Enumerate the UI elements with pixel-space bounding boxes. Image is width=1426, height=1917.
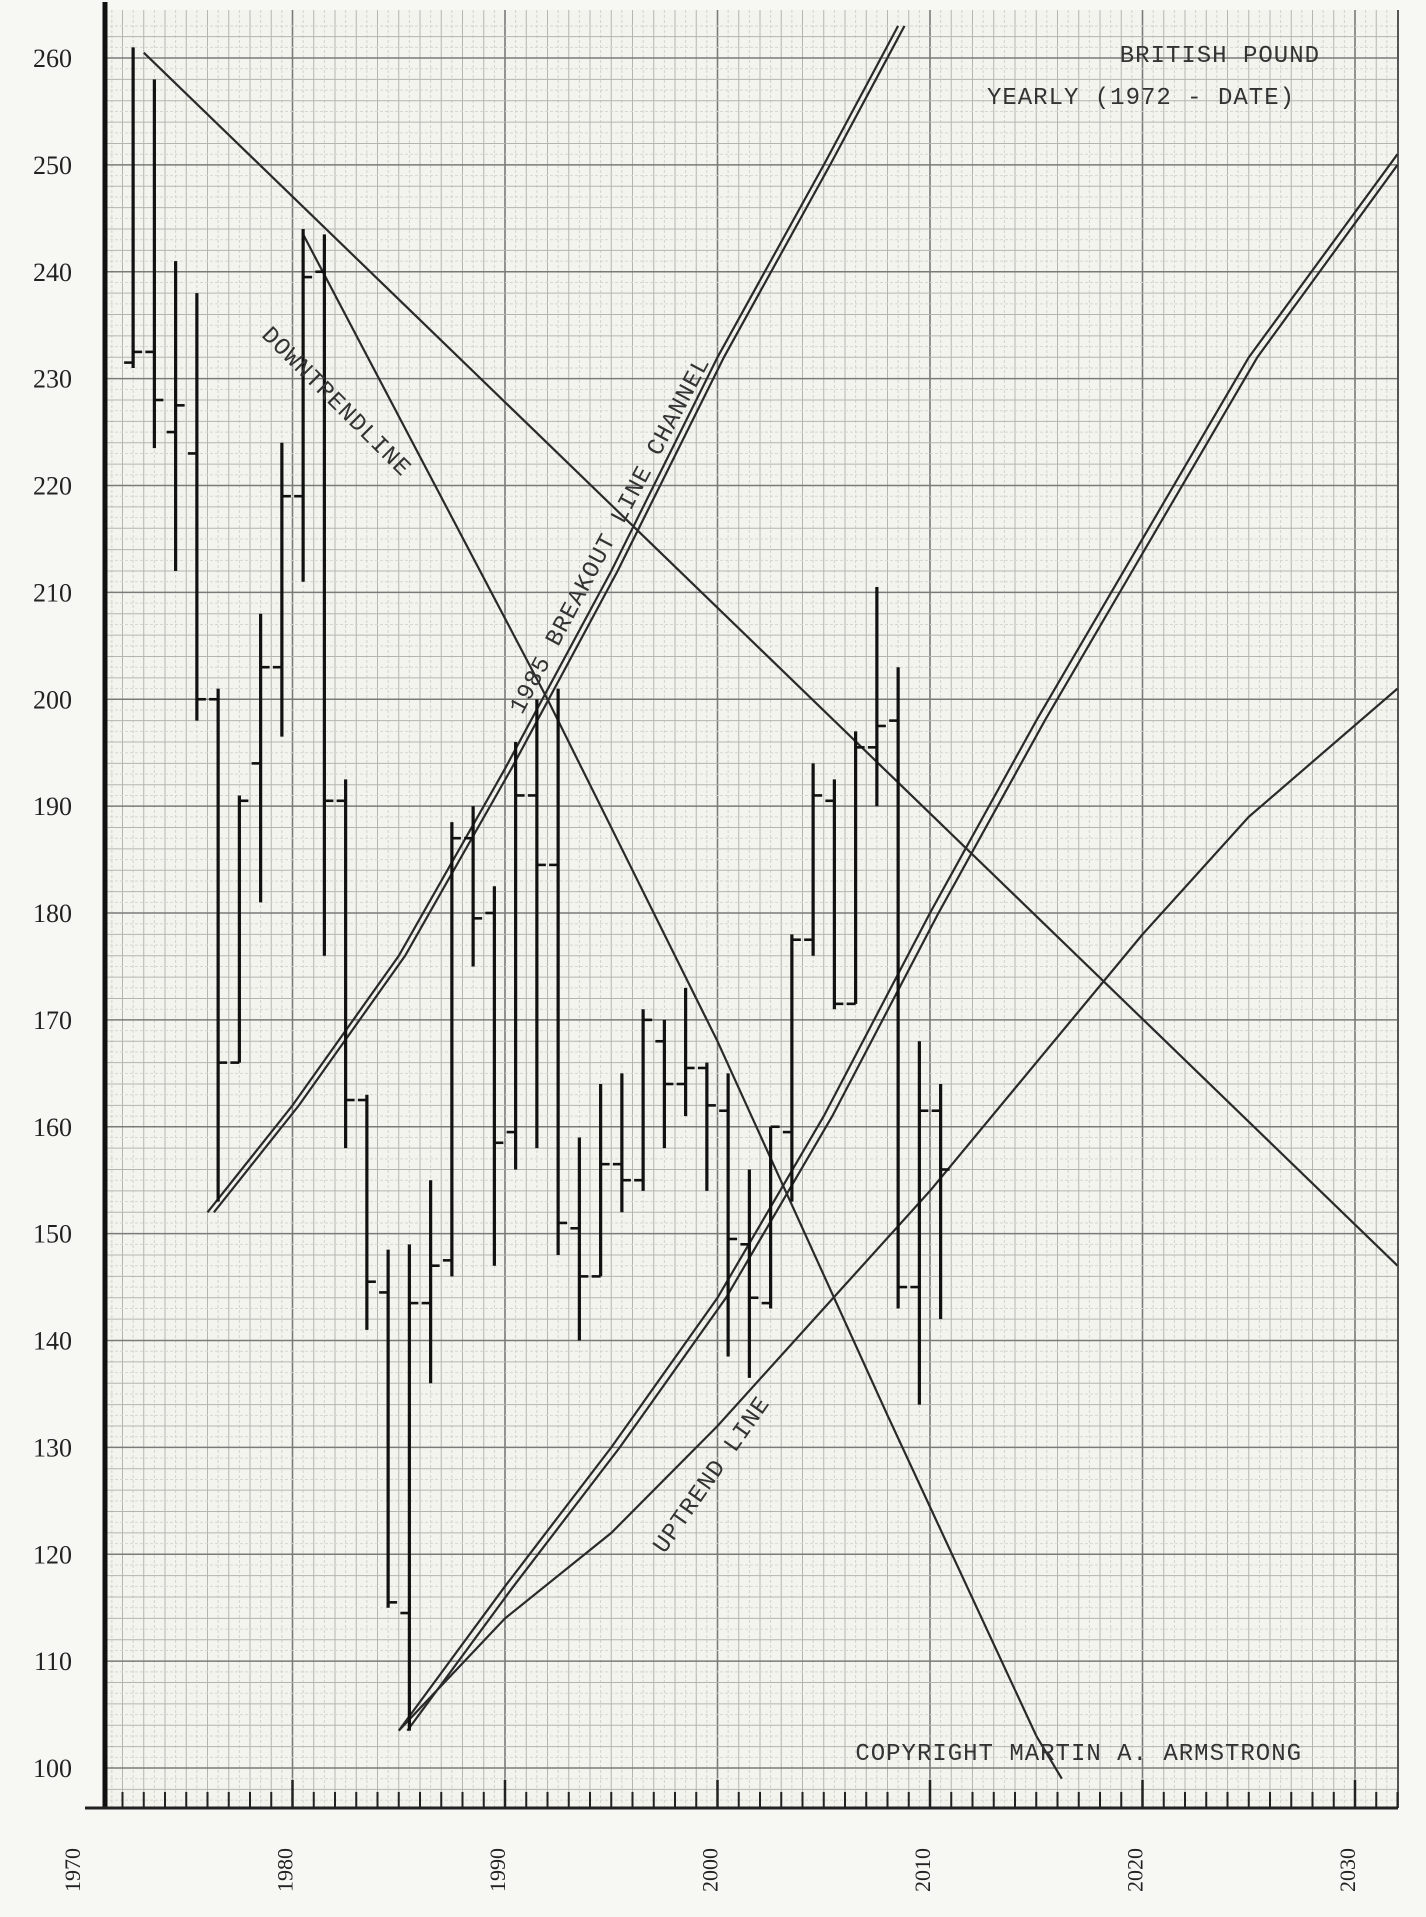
chart-title: BRITISH POUND: [1120, 43, 1320, 70]
plot-background: [105, 10, 1398, 1808]
ohlc-bar-1976: [209, 688, 228, 1202]
trendline-0: [143, 51, 1399, 1267]
ohlc-bar-2004: [804, 763, 823, 956]
trendline-5: [406, 164, 1399, 1732]
ohlc-bar-2005: [825, 779, 844, 1010]
ohlc-bar-2009: [910, 1041, 929, 1405]
trendline-3: [302, 233, 1038, 1737]
ohlc-bar-1991: [527, 699, 546, 1149]
y-tick-label: 140: [33, 1327, 72, 1356]
plot-frame: [85, 2, 1399, 1810]
ohlc-bar-1986: [421, 1180, 440, 1384]
y-tick-label: 170: [33, 1006, 72, 1035]
ohlc-bar-1981: [315, 234, 334, 956]
ohlc-bar-1994: [591, 1084, 610, 1278]
ohlc-bar-2003: [782, 934, 801, 1202]
ohlc-bar-1975: [187, 293, 206, 721]
ohlc-bar-1999: [697, 1062, 716, 1191]
ohlc-bar-1973: [145, 79, 164, 449]
x-tick-label: 1980: [273, 1848, 298, 1892]
x-tick-label: 1990: [485, 1848, 510, 1892]
y-tick-label: 210: [33, 578, 72, 607]
ohlc-bar-1983: [357, 1094, 376, 1330]
ohlc-bar-1988: [464, 806, 483, 967]
axes: 100 110 120 130 140 150 160 170 180 190 200 210 220 2…: [33, 44, 1360, 1892]
y-tick-label: 110: [34, 1647, 72, 1676]
ohlc-bar-1978: [251, 613, 270, 903]
y-tick-label: 160: [33, 1113, 72, 1142]
x-tick-label: 1970: [60, 1848, 85, 1892]
ohlc-bar-1982: [336, 779, 355, 1149]
trendline-4: [397, 153, 1399, 1732]
ohlc-bar-1995: [612, 1073, 631, 1213]
trendline-6: [398, 687, 1399, 1732]
x-tick-label: 2010: [910, 1848, 935, 1892]
ohlc-bars: [124, 47, 950, 1731]
y-tick-label: 240: [33, 258, 72, 287]
y-tick-label: 180: [33, 899, 72, 928]
trendline-7: [1035, 1735, 1063, 1780]
y-tick-label: 250: [33, 151, 72, 180]
ohlc-bar-1979: [272, 442, 291, 737]
ohlc-bar-1998: [676, 987, 695, 1117]
y-tick-label: 200: [33, 685, 72, 714]
trendlines: [143, 25, 1399, 1780]
y-tick-label: 100: [33, 1754, 72, 1783]
y-tick-label: 260: [33, 44, 72, 73]
x-tick-label: 2000: [698, 1848, 723, 1892]
ohlc-bar-2006: [846, 731, 865, 1006]
ohlc-bar-1984: [379, 1249, 398, 1608]
ohlc-bar-1989: [485, 886, 504, 1266]
y-tick-label: 230: [33, 365, 72, 394]
trendline-2: [213, 25, 906, 1213]
x-tick-label: 2020: [1123, 1848, 1148, 1892]
ohlc-bar-2010: [931, 1084, 950, 1320]
copyright-text: COPYRIGHT MARTIN A. ARMSTRONG: [855, 1741, 1302, 1768]
trendline-1: [206, 25, 900, 1213]
grid: [105, 10, 1398, 1808]
chart-subtitle: YEARLY (1972 - DATE): [987, 85, 1295, 112]
ohlc-bar-1974: [166, 261, 185, 571]
ohlc-bar-1972: [124, 47, 143, 368]
y-tick-label: 220: [33, 472, 72, 501]
ohlc-bar-2002: [761, 1125, 780, 1309]
x-tick-label: 2030: [1335, 1848, 1360, 1892]
ohlc-bar-1977: [230, 795, 249, 1064]
ohlc-bar-1996: [634, 1009, 653, 1191]
y-tick-label: 120: [33, 1540, 72, 1569]
y-tick-label: 130: [33, 1433, 72, 1462]
ohlc-bar-1992: [549, 688, 568, 1255]
ohlc-bar-1987: [442, 822, 461, 1277]
ohlc-bar-2001: [740, 1169, 759, 1378]
ohlc-bar-1985: [400, 1244, 419, 1731]
y-tick-label: 190: [33, 792, 72, 821]
ohlc-bar-1980: [294, 229, 313, 582]
ohlc-bar-1997: [655, 1019, 674, 1149]
ohlc-bar-1990: [506, 742, 525, 1170]
ohlc-bar-2000: [719, 1073, 738, 1357]
ohlc-bar-2008: [889, 667, 908, 1309]
ohlc-bar-2007: [867, 587, 886, 807]
ohlc-bar-1993: [570, 1137, 589, 1341]
y-tick-label: 150: [33, 1220, 72, 1249]
